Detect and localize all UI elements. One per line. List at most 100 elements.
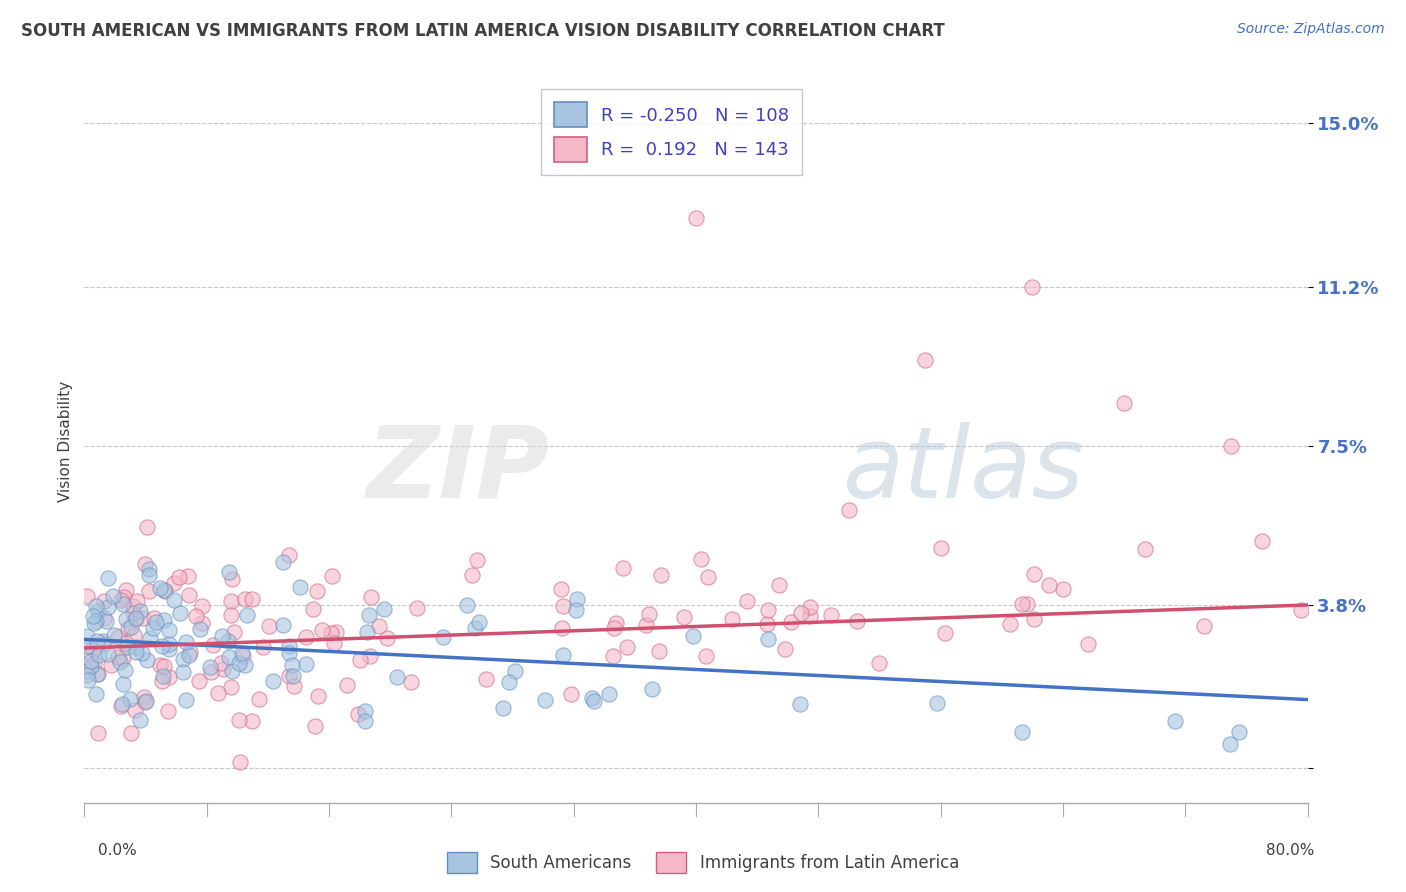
Point [82, 641, 104, 656]
Point [163, 576, 186, 591]
Point [135, 694, 157, 708]
Point [114, 612, 136, 626]
Point [103, 628, 125, 642]
Point [929, 541, 952, 555]
Point [367, 619, 389, 633]
Point [83, 615, 105, 630]
Point [163, 593, 186, 607]
Point [156, 705, 179, 719]
Point [235, 657, 257, 672]
Point [789, 697, 811, 711]
Point [551, 621, 574, 635]
Point [799, 599, 821, 614]
Point [111, 677, 134, 691]
Point [602, 648, 624, 663]
Point [278, 548, 301, 562]
Point [122, 628, 145, 642]
Point [218, 650, 240, 665]
Point [94, 614, 117, 628]
Point [97, 600, 120, 615]
Point [295, 630, 318, 644]
Point [112, 651, 135, 665]
Point [373, 601, 395, 615]
Point [838, 503, 860, 517]
Point [124, 640, 146, 655]
Point [321, 568, 343, 582]
Point [465, 552, 488, 566]
Y-axis label: Vision Disability: Vision Disability [58, 381, 73, 502]
Point [375, 631, 398, 645]
Point [157, 641, 180, 656]
Point [122, 606, 145, 620]
Point [138, 567, 160, 582]
Point [307, 690, 329, 704]
Point [122, 599, 145, 614]
Point [323, 635, 346, 649]
Point [1015, 597, 1038, 611]
Point [460, 568, 482, 582]
Point [82, 609, 104, 624]
Point [247, 692, 270, 706]
Point [773, 642, 796, 657]
Point [534, 693, 557, 707]
Point [110, 593, 132, 607]
Point [111, 597, 134, 611]
Point [152, 669, 174, 683]
Point [229, 755, 252, 769]
Point [112, 590, 135, 604]
Point [387, 670, 409, 684]
Point [149, 657, 172, 672]
Point [1164, 714, 1187, 729]
Point [167, 570, 190, 584]
Point [616, 640, 638, 654]
Point [153, 613, 176, 627]
Point [138, 584, 160, 599]
Point [138, 562, 160, 576]
Point [914, 352, 936, 367]
Point [108, 655, 131, 669]
Point [76, 589, 98, 603]
Point [219, 680, 242, 694]
Point [311, 623, 333, 637]
Point [1011, 597, 1033, 611]
Point [84, 614, 107, 628]
Point [93, 637, 115, 651]
Point [475, 672, 498, 686]
Point [124, 703, 146, 717]
Point [89, 648, 111, 662]
Point [240, 591, 263, 606]
Point [283, 669, 305, 683]
Text: Source: ZipAtlas.com: Source: ZipAtlas.com [1237, 22, 1385, 37]
Point [125, 645, 148, 659]
Text: ZIP: ZIP [366, 422, 550, 519]
Point [605, 615, 627, 630]
Point [553, 648, 575, 662]
Point [934, 626, 956, 640]
Point [174, 692, 197, 706]
Point [125, 611, 148, 625]
Point [492, 700, 515, 714]
Point [346, 706, 368, 721]
Point [278, 669, 301, 683]
Point [80, 647, 103, 661]
Point [262, 674, 284, 689]
Point [672, 609, 695, 624]
Point [432, 630, 454, 644]
Point [1052, 582, 1074, 597]
Point [86, 599, 108, 613]
Point [464, 621, 486, 635]
Point [1219, 737, 1241, 751]
Point [103, 589, 125, 603]
Point [252, 640, 274, 654]
Point [228, 657, 250, 671]
Point [1192, 619, 1215, 633]
Point [1135, 542, 1157, 557]
Point [114, 663, 136, 677]
Point [86, 633, 108, 648]
Point [201, 638, 224, 652]
Point [349, 653, 371, 667]
Point [551, 599, 574, 614]
Point [697, 570, 720, 584]
Point [304, 719, 326, 733]
Point [564, 603, 586, 617]
